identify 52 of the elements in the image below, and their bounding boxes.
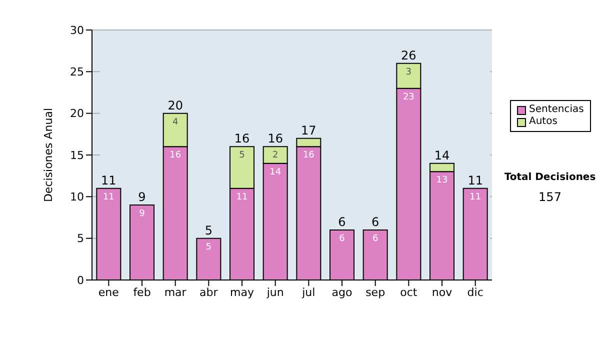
total-label: 17 xyxy=(301,123,316,138)
y-tick-label: 5 xyxy=(77,232,84,246)
y-tick-label: 15 xyxy=(70,148,84,162)
data-label: 9 xyxy=(139,209,146,219)
data-label: 16 xyxy=(302,150,315,161)
data-label: 14 xyxy=(270,167,282,178)
x-tick-label: mar xyxy=(164,286,187,299)
total-label: 6 xyxy=(372,215,380,229)
data-label: 2 xyxy=(272,150,278,161)
data-label: 11 xyxy=(236,192,248,202)
data-label: 3 xyxy=(406,67,412,78)
x-tick-label: ene xyxy=(98,286,120,299)
data-label: 5 xyxy=(239,150,245,161)
x-tick-label: jun xyxy=(266,286,284,299)
x-tick-label: feb xyxy=(133,286,151,299)
legend-label: Autos xyxy=(529,116,558,128)
data-label: 4 xyxy=(172,117,178,128)
total-label: 14 xyxy=(434,148,450,162)
y-tick-label: 25 xyxy=(70,66,84,79)
data-label: 6 xyxy=(372,234,378,244)
data-label: 11 xyxy=(470,192,482,202)
total-label: 16 xyxy=(234,132,250,146)
data-label: 5 xyxy=(206,242,212,252)
data-label: 13 xyxy=(436,176,448,186)
data-label: 6 xyxy=(339,234,346,244)
x-tick-label: abr xyxy=(200,286,218,299)
total-label: 9 xyxy=(138,190,146,204)
y-tick-label: 30 xyxy=(70,24,84,37)
text: 157 xyxy=(538,190,562,204)
y-tick-label: 20 xyxy=(70,107,84,120)
data-label: 11 xyxy=(102,192,114,202)
total-label: 11 xyxy=(101,173,116,188)
y-tick-label: 10 xyxy=(70,190,84,204)
total-label: 26 xyxy=(401,48,416,62)
x-tick-label: ago xyxy=(332,286,352,299)
x-tick-label: oct xyxy=(400,286,418,299)
x-tick-label: sep xyxy=(366,286,386,299)
total-label: 11 xyxy=(468,173,483,188)
y-axis-title: Decisiones Anual xyxy=(42,108,55,202)
data-label: 23 xyxy=(402,92,414,102)
x-tick-label: dic xyxy=(467,286,484,299)
total-label: 20 xyxy=(168,98,183,112)
total-label: 5 xyxy=(204,223,212,238)
legend-label: Sentencias xyxy=(529,104,584,116)
total-label: 16 xyxy=(268,132,283,146)
x-tick-label: may xyxy=(230,286,254,299)
x-tick-label: nov xyxy=(432,286,453,299)
total-label: 6 xyxy=(338,215,346,229)
data-label: 16 xyxy=(170,150,182,161)
text: Total Decisiones xyxy=(503,172,597,183)
x-tick-label: jul xyxy=(301,286,316,299)
y-tick-label: 0 xyxy=(77,274,84,287)
